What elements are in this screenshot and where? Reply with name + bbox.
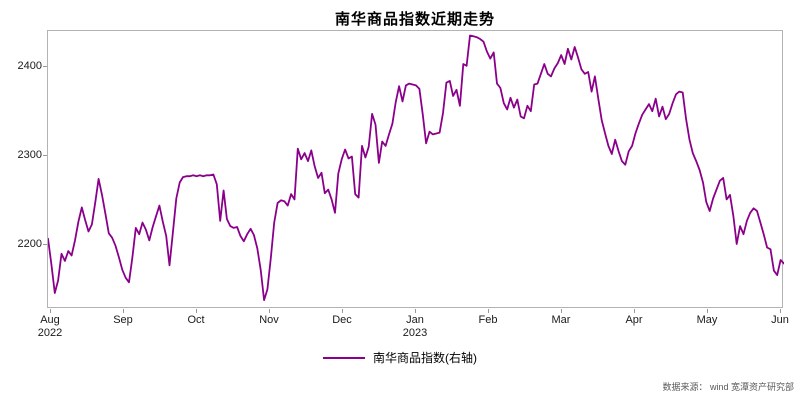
legend-line-swatch — [323, 356, 365, 359]
x-tick-label: Jan 2023 — [402, 314, 428, 339]
x-tick-label: Oct — [187, 314, 205, 326]
y-tick-label: 2200 — [17, 237, 42, 250]
x-tick-mark — [634, 309, 635, 313]
x-tick-mark — [780, 309, 781, 313]
x-tick-label: Jun — [771, 314, 789, 326]
x-tick-label: Aug 2022 — [37, 314, 63, 339]
legend: 南华商品指数(右轴) — [0, 349, 800, 366]
legend-label: 南华商品指数(右轴) — [373, 351, 477, 365]
chart-title: 南华商品指数近期走势 — [334, 11, 495, 28]
x-tick-mark — [196, 309, 197, 313]
x-tick-label: Sep — [113, 314, 133, 326]
trend-line — [48, 34, 784, 302]
x-tick-label: Nov — [259, 314, 279, 326]
x-tick-mark — [488, 309, 489, 313]
data-source-note: 数据来源： wind 宽潭资产研究部 — [662, 382, 794, 392]
x-tick-label: Dec — [332, 314, 352, 326]
y-tick-mark — [43, 243, 47, 245]
x-tick-mark — [123, 309, 124, 313]
y-tick-mark — [43, 65, 47, 67]
x-tick-label: Apr — [625, 314, 643, 326]
x-tick-mark — [50, 309, 51, 313]
x-tick-mark — [561, 309, 562, 313]
y-tick-mark — [43, 154, 47, 156]
x-tick-label: May — [696, 314, 718, 326]
y-tick-label: 2300 — [17, 148, 42, 161]
x-tick-mark — [269, 309, 270, 313]
x-tick-label: Feb — [478, 314, 498, 326]
x-tick-mark — [342, 309, 343, 313]
x-tick-label: Mar — [551, 314, 571, 326]
x-tick-mark — [415, 309, 416, 313]
trend-line-svg — [48, 34, 784, 302]
x-tick-mark — [707, 309, 708, 313]
y-tick-label: 2400 — [17, 59, 42, 72]
plot-area — [47, 30, 784, 308]
